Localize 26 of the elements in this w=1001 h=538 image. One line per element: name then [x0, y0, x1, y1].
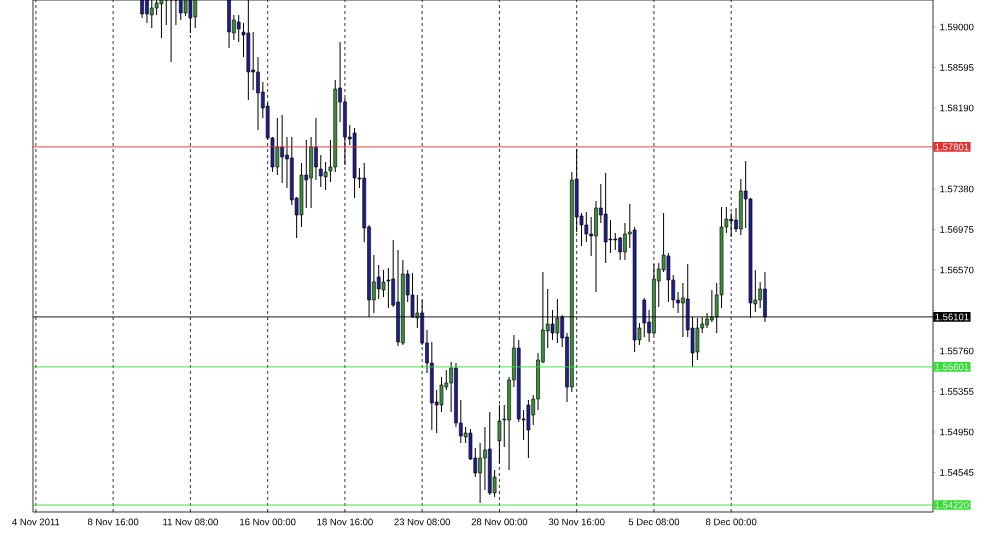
y-tick-label: 1.56975: [940, 226, 974, 233]
x-tick-label: 4 Nov 2011: [12, 518, 60, 526]
x-tick-label: 8 Nov 16:00: [87, 518, 139, 526]
x-tick-label: 28 Nov 00:00: [471, 518, 528, 526]
y-tick-label: 1.58595: [940, 64, 974, 71]
ref-line-label: 1.57801: [935, 143, 969, 151]
ref-line-label: 1.56101: [935, 313, 969, 321]
y-tick-label: 1.56570: [940, 266, 974, 274]
x-tick-label: 16 Nov 00:00: [240, 518, 296, 526]
x-tick-label: 23 Nov 08:00: [394, 518, 451, 526]
y-tick-label: 1.58190: [940, 104, 974, 112]
x-tick-label: 18 Nov 16:00: [317, 518, 373, 526]
y-tick-label: 1.59000: [940, 23, 974, 31]
y-tick-label: 1.54545: [940, 469, 974, 476]
ref-line-label: 1.54220: [935, 501, 969, 509]
y-tick-label: 1.57380: [940, 185, 974, 193]
y-tick-label: 1.55760: [940, 347, 974, 355]
y-tick-label: 1.55355: [940, 388, 974, 395]
x-tick-label: 30 Nov 16:00: [548, 518, 605, 526]
y-tick-label: 1.54950: [940, 428, 974, 436]
x-tick-label: 8 Dec 00:00: [705, 518, 757, 526]
candlestick: [236, 14, 241, 43]
candlestick: [497, 404, 502, 464]
x-tick-label: 5 Dec 08:00: [628, 518, 680, 526]
x-tick-label: 11 Nov 08:00: [163, 518, 218, 526]
ref-line-label: 1.55601: [935, 363, 969, 371]
